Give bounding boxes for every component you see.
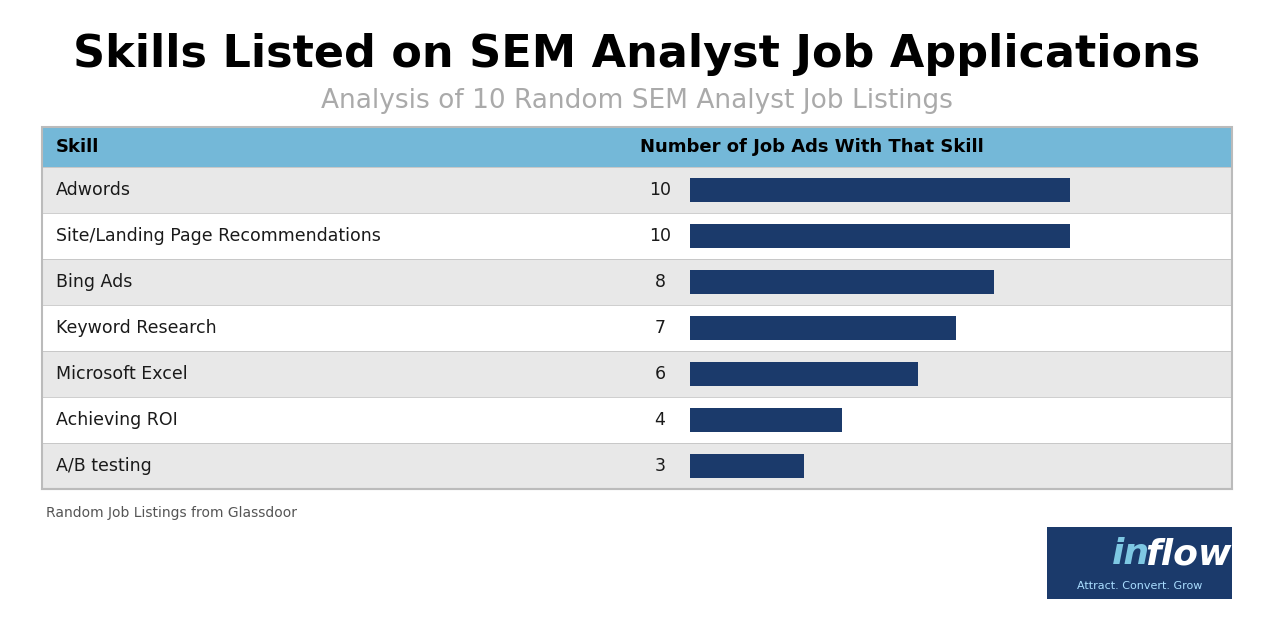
Bar xyxy=(1047,527,1232,599)
Bar xyxy=(691,408,842,432)
Text: A/B testing: A/B testing xyxy=(56,457,152,475)
Text: 4: 4 xyxy=(655,411,665,429)
Bar xyxy=(42,127,1232,489)
Bar xyxy=(42,305,1232,351)
Text: Keyword Research: Keyword Research xyxy=(56,319,217,337)
Text: 10: 10 xyxy=(648,181,671,199)
Text: Site/Landing Page Recommendations: Site/Landing Page Recommendations xyxy=(56,227,381,245)
Bar xyxy=(691,270,994,294)
Text: 6: 6 xyxy=(655,365,665,383)
Bar xyxy=(42,259,1232,305)
Text: 10: 10 xyxy=(648,227,671,245)
Bar xyxy=(42,213,1232,259)
Text: Bing Ads: Bing Ads xyxy=(56,273,132,291)
Text: Random Job Listings from Glassdoor: Random Job Listings from Glassdoor xyxy=(46,506,297,520)
Bar xyxy=(691,316,956,340)
Bar xyxy=(42,167,1232,213)
Text: 3: 3 xyxy=(655,457,665,475)
Text: in: in xyxy=(1111,537,1149,571)
Bar xyxy=(691,454,804,478)
Text: Skills Listed on SEM Analyst Job Applications: Skills Listed on SEM Analyst Job Applica… xyxy=(74,33,1200,77)
Text: 7: 7 xyxy=(655,319,665,337)
Bar xyxy=(42,397,1232,443)
Text: Number of Job Ads With That Skill: Number of Job Ads With That Skill xyxy=(640,138,984,156)
Text: Attract. Convert. Grow: Attract. Convert. Grow xyxy=(1077,581,1203,591)
Text: 8: 8 xyxy=(655,273,665,291)
Text: Adwords: Adwords xyxy=(56,181,131,199)
Bar xyxy=(42,351,1232,397)
Bar xyxy=(42,443,1232,489)
Bar xyxy=(691,362,919,386)
Bar xyxy=(691,178,1070,202)
Text: Microsoft Excel: Microsoft Excel xyxy=(56,365,187,383)
Text: Skill: Skill xyxy=(56,138,99,156)
Text: flow: flow xyxy=(1145,537,1232,571)
Text: Achieving ROI: Achieving ROI xyxy=(56,411,178,429)
Bar xyxy=(691,224,1070,248)
Text: Analysis of 10 Random SEM Analyst Job Listings: Analysis of 10 Random SEM Analyst Job Li… xyxy=(321,88,953,114)
Bar xyxy=(42,127,1232,167)
